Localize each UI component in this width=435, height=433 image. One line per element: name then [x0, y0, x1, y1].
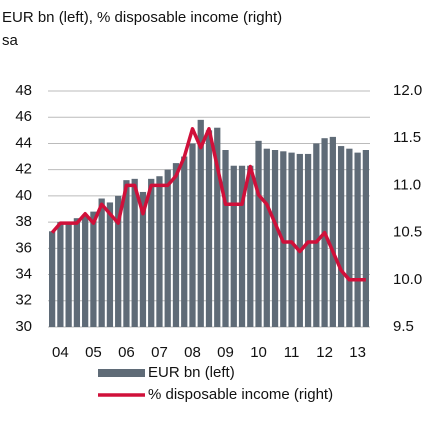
bar — [214, 127, 221, 327]
bar — [139, 191, 147, 327]
y2-tick-label: 11.5 — [393, 129, 421, 146]
bar — [164, 169, 171, 327]
bar — [131, 178, 138, 327]
bar — [106, 202, 114, 327]
x-tick-label: 05 — [85, 344, 102, 361]
y-tick-label: 46 — [15, 108, 32, 125]
y-tick-label: 48 — [15, 82, 32, 99]
bar — [148, 178, 155, 327]
x-tick-label: 04 — [52, 344, 69, 361]
x-tick-label: 06 — [118, 344, 135, 361]
x-tick-label: 12 — [316, 344, 333, 361]
y2-tick-label: 11.0 — [393, 176, 421, 193]
bar — [90, 211, 97, 327]
y-tick-label: 40 — [15, 187, 32, 204]
bar — [189, 143, 196, 327]
x-tick-label: 08 — [184, 344, 201, 361]
y2-tick-label: 10.0 — [393, 271, 422, 288]
y2-tick-label: 12.0 — [393, 82, 422, 99]
bar — [288, 152, 295, 327]
bar — [156, 176, 163, 327]
bar — [172, 163, 180, 327]
legend-swatch — [98, 369, 145, 377]
bar — [73, 218, 81, 327]
bar — [247, 165, 254, 327]
y-tick-label: 30 — [15, 318, 32, 335]
y-tick-label: 34 — [15, 266, 32, 283]
x-tick-label: 09 — [217, 344, 234, 361]
y2-tick-label: 10.5 — [393, 224, 422, 241]
legend-label: EUR bn (left) — [148, 364, 235, 381]
bar — [115, 195, 122, 327]
x-tick-label: 10 — [250, 344, 267, 361]
bar — [230, 165, 237, 327]
x-tick-label: 07 — [151, 344, 168, 361]
bar — [57, 222, 64, 327]
bar — [197, 119, 204, 327]
y-tick-label: 42 — [15, 161, 32, 178]
bar — [354, 152, 361, 327]
chart-title: EUR bn (left), % disposable income (righ… — [2, 9, 282, 26]
bar — [263, 148, 270, 327]
bar — [98, 198, 105, 327]
bar — [271, 150, 279, 327]
chart-subtitle: sa — [2, 32, 19, 49]
y2-tick-label: 9.5 — [393, 318, 414, 335]
bar — [255, 140, 262, 327]
bar — [123, 180, 130, 327]
legend-label: % disposable income (right) — [148, 386, 333, 403]
y-tick-label: 32 — [15, 292, 32, 309]
y-tick-label: 44 — [15, 134, 32, 151]
x-tick-label: 11 — [284, 344, 300, 361]
bar — [181, 156, 188, 327]
bar — [82, 215, 89, 327]
bar — [65, 222, 72, 327]
bar — [222, 150, 229, 327]
bar — [205, 130, 213, 327]
bar — [337, 146, 345, 327]
bar — [49, 231, 56, 327]
bar — [329, 136, 336, 327]
bar — [296, 153, 303, 327]
bar — [313, 143, 320, 327]
line — [50, 127, 366, 282]
bar — [238, 165, 246, 327]
bar — [362, 150, 369, 327]
y-tick-label: 36 — [15, 239, 32, 256]
y-tick-label: 38 — [15, 213, 32, 230]
x-tick-label: 13 — [349, 344, 366, 361]
bar — [346, 148, 353, 327]
